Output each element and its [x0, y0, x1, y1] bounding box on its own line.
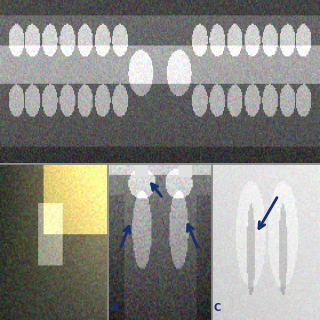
Bar [135, 165, 147, 176]
Text: B: B [111, 303, 119, 313]
Text: C: C [214, 303, 221, 313]
Bar [179, 165, 191, 176]
